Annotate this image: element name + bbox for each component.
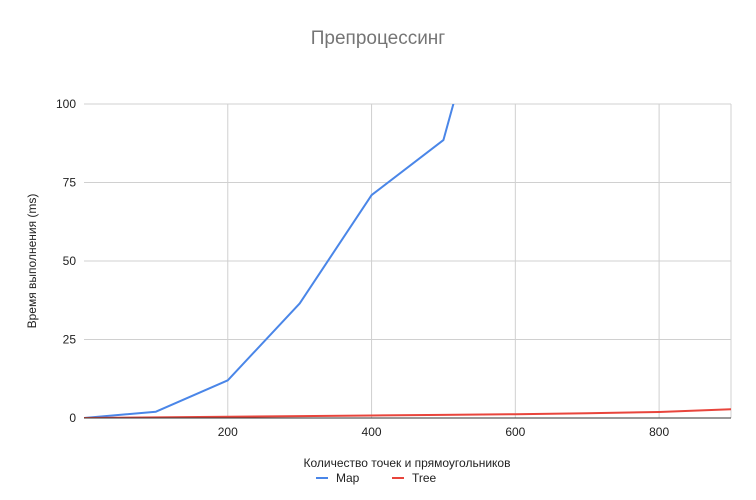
x-axis-label: Количество точек и прямоугольников <box>304 456 511 470</box>
gridlines <box>84 103 732 418</box>
chart-title: Препроцессинг <box>311 28 446 49</box>
legend: Map Tree <box>316 471 437 485</box>
x-tick-label: 800 <box>649 425 669 439</box>
legend-label: Map <box>336 471 360 485</box>
legend-label: Tree <box>412 471 437 485</box>
y-axis-ticks: 0 25 50 75 100 <box>56 97 76 425</box>
y-tick-label: 75 <box>63 176 77 190</box>
x-tick-label: 400 <box>362 425 382 439</box>
series-line-tree <box>84 408 731 418</box>
y-tick-label: 50 <box>63 254 77 268</box>
legend-item-tree[interactable]: Tree <box>392 471 437 485</box>
x-axis-ticks: 200 400 600 800 <box>218 425 670 439</box>
series-lines <box>84 104 731 418</box>
x-tick-label: 200 <box>218 425 238 439</box>
y-tick-label: 25 <box>63 333 77 347</box>
x-tick-label: 600 <box>505 425 525 439</box>
y-tick-label: 0 <box>69 411 76 425</box>
series-line-map <box>84 104 455 418</box>
legend-item-map[interactable]: Map <box>316 471 360 485</box>
y-tick-label: 100 <box>56 97 76 111</box>
y-axis-label: Время выполнения (ms) <box>25 194 39 329</box>
